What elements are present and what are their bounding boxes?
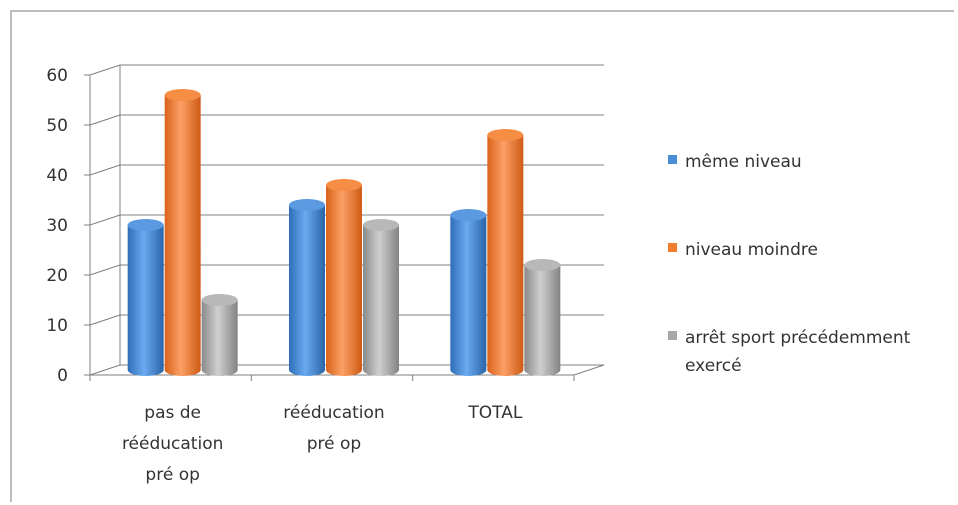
chart-frame xyxy=(10,10,954,502)
axes xyxy=(84,65,605,381)
bar xyxy=(127,219,164,376)
gridline-side xyxy=(89,164,121,176)
bar-top xyxy=(164,89,201,101)
y-tick-labels: 0 10 20 30 40 50 60 xyxy=(46,66,68,386)
legend-swatch xyxy=(668,243,677,252)
x-category-labels: pas de rééducation pré op rééducation pré op… xyxy=(122,403,523,485)
gridline-side xyxy=(89,314,121,326)
legend-item: arrêt sport précédemment exercé xyxy=(668,324,958,376)
bar xyxy=(201,294,238,376)
y-tick-label: 30 xyxy=(46,216,68,236)
bar-body xyxy=(326,185,362,376)
y-tick-label: 10 xyxy=(46,316,68,336)
legend-swatch xyxy=(668,331,677,340)
bar-top xyxy=(326,179,362,191)
bar xyxy=(487,129,524,376)
gridline-side xyxy=(89,114,121,126)
bar-body xyxy=(127,225,164,376)
bar-body xyxy=(363,225,399,376)
gridline-side xyxy=(89,364,121,376)
bar-top xyxy=(487,129,524,141)
bar-top xyxy=(363,219,399,231)
y-tick-label: 50 xyxy=(46,116,68,136)
y-tick-label: 40 xyxy=(46,166,68,186)
bar xyxy=(289,199,325,376)
gridline-side xyxy=(89,214,121,226)
bar-body xyxy=(201,300,238,376)
bar xyxy=(326,179,362,376)
bar xyxy=(164,89,201,376)
bar-top xyxy=(127,219,164,231)
legend-label: même niveau xyxy=(685,152,802,172)
bar xyxy=(524,259,561,376)
x-category-label: rééducation pré op xyxy=(283,403,384,454)
bar-body xyxy=(164,95,201,376)
bar-top xyxy=(289,199,325,211)
gridline-side xyxy=(89,264,121,276)
bar-body xyxy=(289,205,325,376)
y-tick-label: 0 xyxy=(57,366,68,386)
legend: même niveau niveau moindre arrêt sport pré… xyxy=(668,148,958,412)
bar xyxy=(363,219,399,376)
y-tick-label: 20 xyxy=(46,266,68,286)
x-category-label: TOTAL xyxy=(467,403,522,423)
legend-item: niveau moindre xyxy=(668,236,958,266)
bar xyxy=(450,209,487,376)
x-category-label: pas de rééducation pré op xyxy=(122,403,223,485)
y-tick-label: 60 xyxy=(46,66,68,86)
floor-side-edge xyxy=(573,364,605,376)
bar-top xyxy=(524,259,561,271)
bar-top xyxy=(450,209,487,221)
gridline-side xyxy=(89,64,121,76)
bar-top xyxy=(201,294,238,306)
bar-body xyxy=(487,135,524,376)
bar-body xyxy=(524,265,561,376)
legend-label: niveau moindre xyxy=(685,240,818,260)
legend-swatch xyxy=(668,155,677,164)
bar-body xyxy=(450,215,487,376)
bars xyxy=(127,89,561,376)
legend-label: arrêt sport précédemment exercé xyxy=(685,328,911,376)
legend-item: même niveau xyxy=(668,148,958,178)
